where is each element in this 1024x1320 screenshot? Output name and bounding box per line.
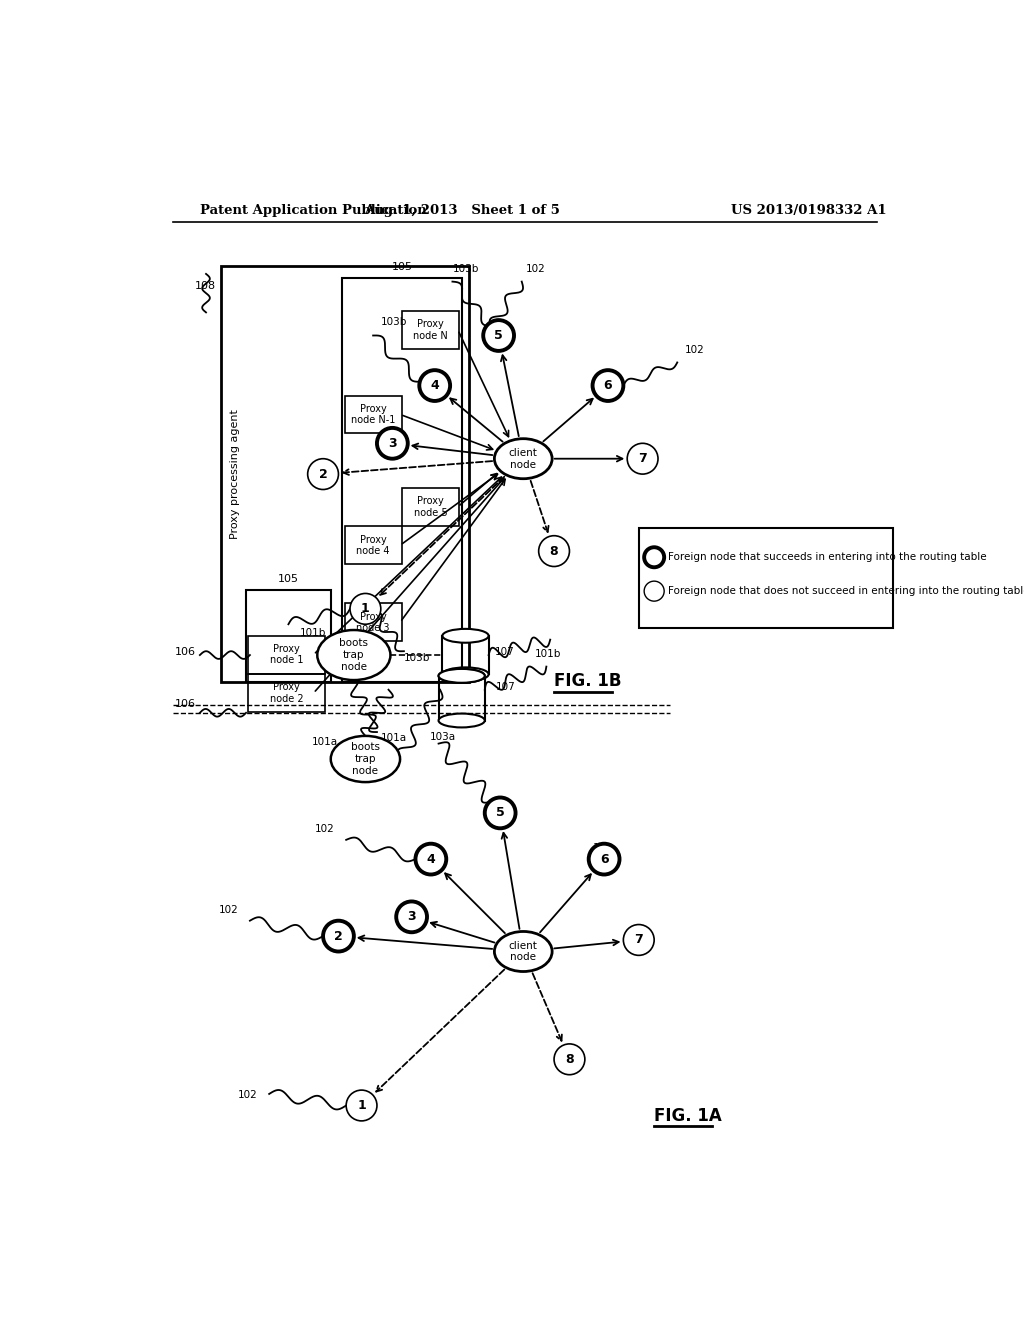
Ellipse shape: [438, 714, 484, 727]
Ellipse shape: [331, 737, 400, 781]
Text: 7: 7: [635, 933, 643, 946]
Ellipse shape: [317, 630, 390, 680]
Text: 101a: 101a: [311, 737, 338, 747]
Text: 2: 2: [318, 467, 328, 480]
Circle shape: [589, 843, 620, 874]
Text: 1: 1: [361, 602, 370, 615]
Text: FIG. 1B: FIG. 1B: [554, 672, 622, 690]
Text: 3: 3: [388, 437, 396, 450]
Circle shape: [624, 924, 654, 956]
Text: 103a: 103a: [429, 731, 456, 742]
Circle shape: [350, 594, 381, 624]
Text: Patent Application Publication: Patent Application Publication: [200, 205, 427, 218]
Ellipse shape: [438, 669, 484, 682]
Text: 4: 4: [426, 853, 435, 866]
Text: Proxy
node 3: Proxy node 3: [356, 611, 390, 634]
Text: boots
trap
node: boots trap node: [351, 742, 380, 776]
Circle shape: [323, 921, 354, 952]
Text: 101b: 101b: [535, 649, 561, 660]
Ellipse shape: [438, 669, 484, 682]
Text: 107: 107: [495, 647, 514, 657]
Text: 105: 105: [278, 574, 299, 583]
Text: Proxy
node 1: Proxy node 1: [269, 644, 303, 665]
Text: 6: 6: [600, 853, 608, 866]
Text: client
node: client node: [509, 941, 538, 962]
Text: 102: 102: [218, 906, 239, 915]
Text: 101a: 101a: [381, 734, 407, 743]
Text: 102: 102: [238, 1090, 258, 1100]
Text: 5: 5: [495, 329, 503, 342]
Circle shape: [419, 370, 451, 401]
Circle shape: [416, 843, 446, 874]
Circle shape: [307, 459, 339, 490]
Text: 107: 107: [497, 681, 516, 692]
Text: 103b: 103b: [403, 653, 430, 663]
Text: 3: 3: [408, 911, 416, 924]
Text: 1: 1: [357, 1100, 366, 1111]
Text: 6: 6: [603, 379, 612, 392]
Text: US 2013/0198332 A1: US 2013/0198332 A1: [731, 205, 887, 218]
Text: 7: 7: [638, 453, 647, 465]
Circle shape: [554, 1044, 585, 1074]
Circle shape: [396, 902, 427, 932]
Text: 4: 4: [430, 379, 439, 392]
Text: 102: 102: [685, 346, 705, 355]
Text: Proxy
node 5: Proxy node 5: [414, 496, 447, 517]
Ellipse shape: [495, 438, 552, 479]
Circle shape: [628, 444, 658, 474]
Text: 8: 8: [565, 1053, 573, 1065]
Circle shape: [484, 797, 515, 829]
Text: 103b: 103b: [381, 318, 408, 327]
Text: 101b: 101b: [300, 628, 327, 638]
Text: 102: 102: [525, 264, 546, 275]
Circle shape: [483, 321, 514, 351]
Circle shape: [644, 548, 665, 568]
Text: Proxy processing agent: Proxy processing agent: [230, 409, 241, 539]
Text: 106: 106: [175, 698, 197, 709]
Ellipse shape: [495, 932, 552, 972]
Text: 108: 108: [195, 281, 216, 292]
Text: Proxy
node 2: Proxy node 2: [269, 682, 303, 704]
Text: 8: 8: [550, 545, 558, 557]
Text: Aug. 1, 2013   Sheet 1 of 5: Aug. 1, 2013 Sheet 1 of 5: [364, 205, 559, 218]
Text: 105: 105: [392, 263, 413, 272]
Text: 5: 5: [496, 807, 505, 820]
Text: Proxy
node 4: Proxy node 4: [356, 535, 390, 556]
Circle shape: [593, 370, 624, 401]
Text: 2: 2: [334, 929, 343, 942]
Text: Proxy
node N: Proxy node N: [414, 319, 449, 341]
Text: 102: 102: [314, 824, 335, 834]
Text: 106: 106: [175, 647, 197, 657]
Circle shape: [377, 428, 408, 459]
Ellipse shape: [442, 668, 488, 681]
Circle shape: [644, 581, 665, 601]
Text: boots
trap
node: boots trap node: [339, 639, 369, 672]
Text: 103b: 103b: [453, 264, 479, 275]
Ellipse shape: [442, 628, 488, 643]
Text: Proxy
node N-1: Proxy node N-1: [351, 404, 395, 425]
Circle shape: [539, 536, 569, 566]
Text: client
node: client node: [509, 447, 538, 470]
Circle shape: [346, 1090, 377, 1121]
Text: Foreign node that succeeds in entering into the routing table: Foreign node that succeeds in entering i…: [668, 552, 987, 562]
Text: 100: 100: [593, 843, 613, 854]
Text: Foreign node that does not succeed in entering into the routing table: Foreign node that does not succeed in en…: [668, 586, 1024, 597]
Text: FIG. 1A: FIG. 1A: [654, 1107, 722, 1125]
